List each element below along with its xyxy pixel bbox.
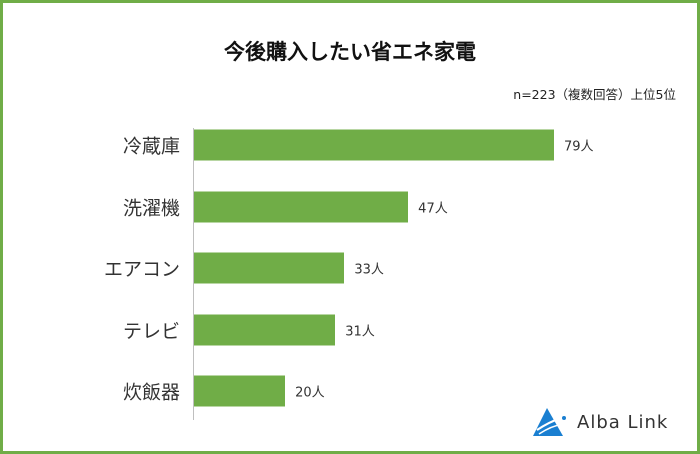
bar	[194, 314, 336, 345]
value-label: 20人	[295, 385, 325, 401]
bar	[194, 375, 286, 407]
alba-link-logo: Alba Link	[533, 406, 668, 438]
category-label: 洗濯機	[122, 197, 180, 219]
value-label: 33人	[354, 262, 384, 278]
category-label: テレビ	[122, 320, 180, 342]
category-label: エアコン	[103, 258, 180, 281]
category-label: 冷蔵庫	[122, 135, 180, 158]
logo-text: Alba Link	[577, 411, 669, 433]
y-axis-line	[193, 128, 194, 420]
bar	[194, 129, 554, 161]
bar	[194, 191, 409, 222]
sample-note: n=223（複数回答）上位5位	[513, 87, 676, 102]
chart-title: 今後購入したい省エネ家電	[224, 40, 476, 64]
logo-triangle-icon	[533, 408, 566, 436]
value-label: 79人	[564, 139, 594, 155]
category-label: 炊飯器	[122, 381, 180, 404]
value-label: 47人	[418, 201, 448, 216]
value-label: 31人	[345, 324, 375, 339]
bar	[194, 252, 345, 284]
